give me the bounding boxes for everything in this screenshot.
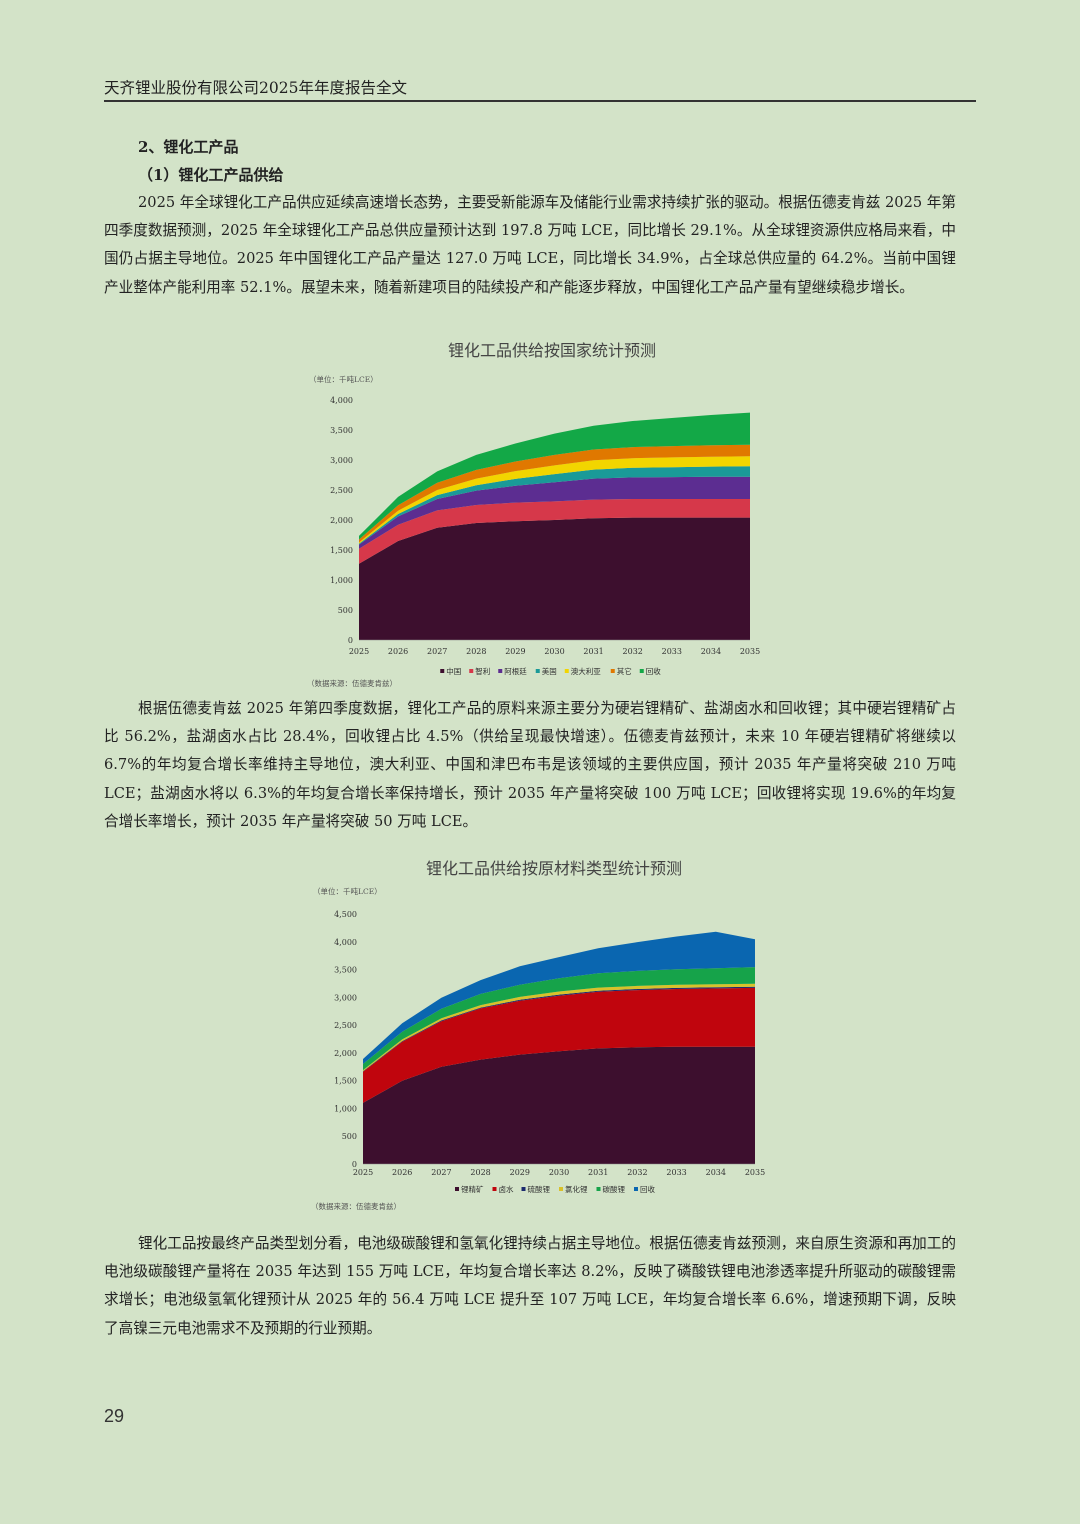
legend-swatch-5 [610, 669, 615, 673]
y-tick-label: 2,500 [334, 1021, 357, 1030]
legend-label-6: 回收 [646, 666, 661, 676]
x-tick-label: 2025 [349, 647, 369, 656]
x-tick-label: 2029 [505, 647, 525, 656]
area-series-1 [363, 987, 755, 1103]
y-tick-label: 500 [338, 606, 353, 615]
section-heading: 2、锂化工产品 [138, 138, 239, 156]
legend-label-1: 卤水 [499, 1184, 514, 1194]
legend-label-4: 澳大利亚 [571, 666, 601, 676]
legend-label-5: 回收 [640, 1184, 655, 1194]
chart-country-title: 锂化工品供给按国家统计预测 [447, 341, 656, 360]
area-series-1 [359, 499, 750, 564]
x-tick-label: 2034 [701, 647, 721, 656]
legend-label-3: 氯化锂 [565, 1184, 588, 1194]
legend-swatch-2 [498, 669, 503, 673]
legend-swatch-0 [440, 669, 445, 673]
area-series-0 [363, 1046, 755, 1164]
chart-material-title: 锂化工品供给按原材料类型统计预测 [425, 859, 682, 878]
legend-swatch-3 [559, 1187, 563, 1191]
legend-label-2: 硫酸锂 [528, 1184, 551, 1194]
y-tick-label: 3,000 [334, 993, 357, 1002]
x-tick-label: 2032 [627, 1168, 647, 1177]
x-tick-label: 2035 [740, 647, 760, 656]
x-tick-label: 2028 [470, 1168, 490, 1177]
x-tick-label: 2033 [666, 1168, 686, 1177]
y-tick-label: 3,500 [330, 426, 353, 435]
legend-swatch-3 [535, 669, 540, 673]
y-tick-label: 4,500 [334, 910, 357, 919]
area-series-6 [359, 412, 750, 540]
x-tick-label: 2030 [544, 647, 564, 656]
x-tick-label: 2035 [745, 1168, 765, 1177]
section-subheading: （1）锂化工产品供给 [138, 166, 284, 184]
area-series-5 [359, 444, 750, 543]
chart-unit-label: （单位：千吨LCE） [313, 886, 382, 896]
area-series-2 [359, 476, 750, 549]
y-tick-label: 500 [342, 1132, 357, 1141]
x-tick-label: 2028 [466, 647, 486, 656]
y-tick-label: 0 [352, 1160, 357, 1169]
chart-source-label: （数据来源：伍德麦肯兹） [311, 1201, 401, 1211]
y-tick-label: 1,500 [334, 1077, 357, 1086]
x-tick-label: 2030 [549, 1168, 569, 1177]
area-series-0 [359, 517, 750, 640]
page-number: 29 [104, 1406, 125, 1426]
legend-label-0: 中国 [446, 666, 461, 676]
x-tick-label: 2027 [431, 1168, 451, 1177]
y-tick-label: 2,500 [330, 486, 353, 495]
y-tick-label: 2,000 [334, 1049, 357, 1058]
paragraph-raw-material: 根据伍德麦肯兹 2025 年第四季度数据，锂化工产品的原料来源主要分为硬岩锂精矿… [104, 700, 956, 830]
legend-label-1: 智利 [475, 666, 490, 676]
legend-swatch-0 [455, 1187, 459, 1191]
legend-swatch-1 [469, 669, 474, 673]
x-tick-label: 2025 [353, 1168, 373, 1177]
area-series-5 [363, 931, 755, 1064]
y-tick-label: 3,000 [330, 456, 353, 465]
x-tick-label: 2029 [510, 1168, 530, 1177]
area-series-3 [359, 466, 750, 545]
legend-swatch-4 [596, 1187, 601, 1191]
legend-label-0: 锂精矿 [461, 1184, 484, 1194]
chart-unit-label: （单位：千吨LCE） [309, 374, 378, 384]
y-tick-label: 1,000 [334, 1104, 357, 1113]
x-tick-label: 2026 [392, 1168, 412, 1177]
chart-country-supply: （单位：千吨LCE） 0 500 1,000 1,500 2,000 2,500 3,000 3… [307, 374, 760, 688]
x-tick-label: 2034 [706, 1168, 726, 1177]
x-tick-label: 2031 [588, 1168, 608, 1177]
legend-swatch-4 [564, 669, 569, 673]
y-tick-label: 4,000 [334, 938, 357, 947]
x-tick-label: 2033 [662, 647, 682, 656]
legend-label-2: 阿根廷 [504, 666, 527, 676]
y-tick-label: 2,000 [330, 516, 353, 525]
legend-label-4: 碳酸锂 [603, 1184, 626, 1194]
area-series-4 [363, 967, 755, 1071]
x-tick-label: 2026 [388, 647, 408, 656]
legend-label-5: 其它 [617, 666, 632, 676]
x-tick-label: 2031 [583, 647, 603, 656]
y-tick-label: 3,500 [334, 966, 357, 975]
legend-label-3: 美国 [542, 666, 557, 676]
legend-swatch-2 [521, 1187, 526, 1191]
legend-swatch-6 [639, 669, 644, 673]
x-tick-label: 2032 [623, 647, 643, 656]
paragraph-product-type: 锂化工品按最终产品类型划分看，电池级碳酸锂和氢氧化锂持续占据主导地位。根据伍德麦… [104, 1235, 956, 1337]
legend-swatch-1 [492, 1187, 497, 1191]
y-tick-label: 1,000 [330, 576, 353, 585]
legend-swatch-5 [634, 1187, 638, 1191]
y-tick-label: 0 [348, 636, 353, 645]
y-tick-label: 4,000 [330, 396, 353, 405]
report-header-title: 天齐锂业股份有限公司2025年年度报告全文 [104, 79, 407, 97]
y-tick-label: 1,500 [330, 546, 353, 555]
chart-material-supply: （单位：千吨LCE） 0 500 1,000 1,500 2,000 2,500 3,000 3… [311, 886, 765, 1211]
x-tick-label: 2027 [427, 647, 447, 656]
report-header: 天齐锂业股份有限公司2025年年度报告全文 [104, 78, 976, 102]
area-series-4 [359, 456, 750, 544]
chart-source-label: （数据来源：伍德麦肯兹） [307, 678, 397, 688]
paragraph-supply-overview: 2025 年全球锂化工产品供应延续高速增长态势，主要受新能源车及储能行业需求持续… [104, 194, 956, 296]
